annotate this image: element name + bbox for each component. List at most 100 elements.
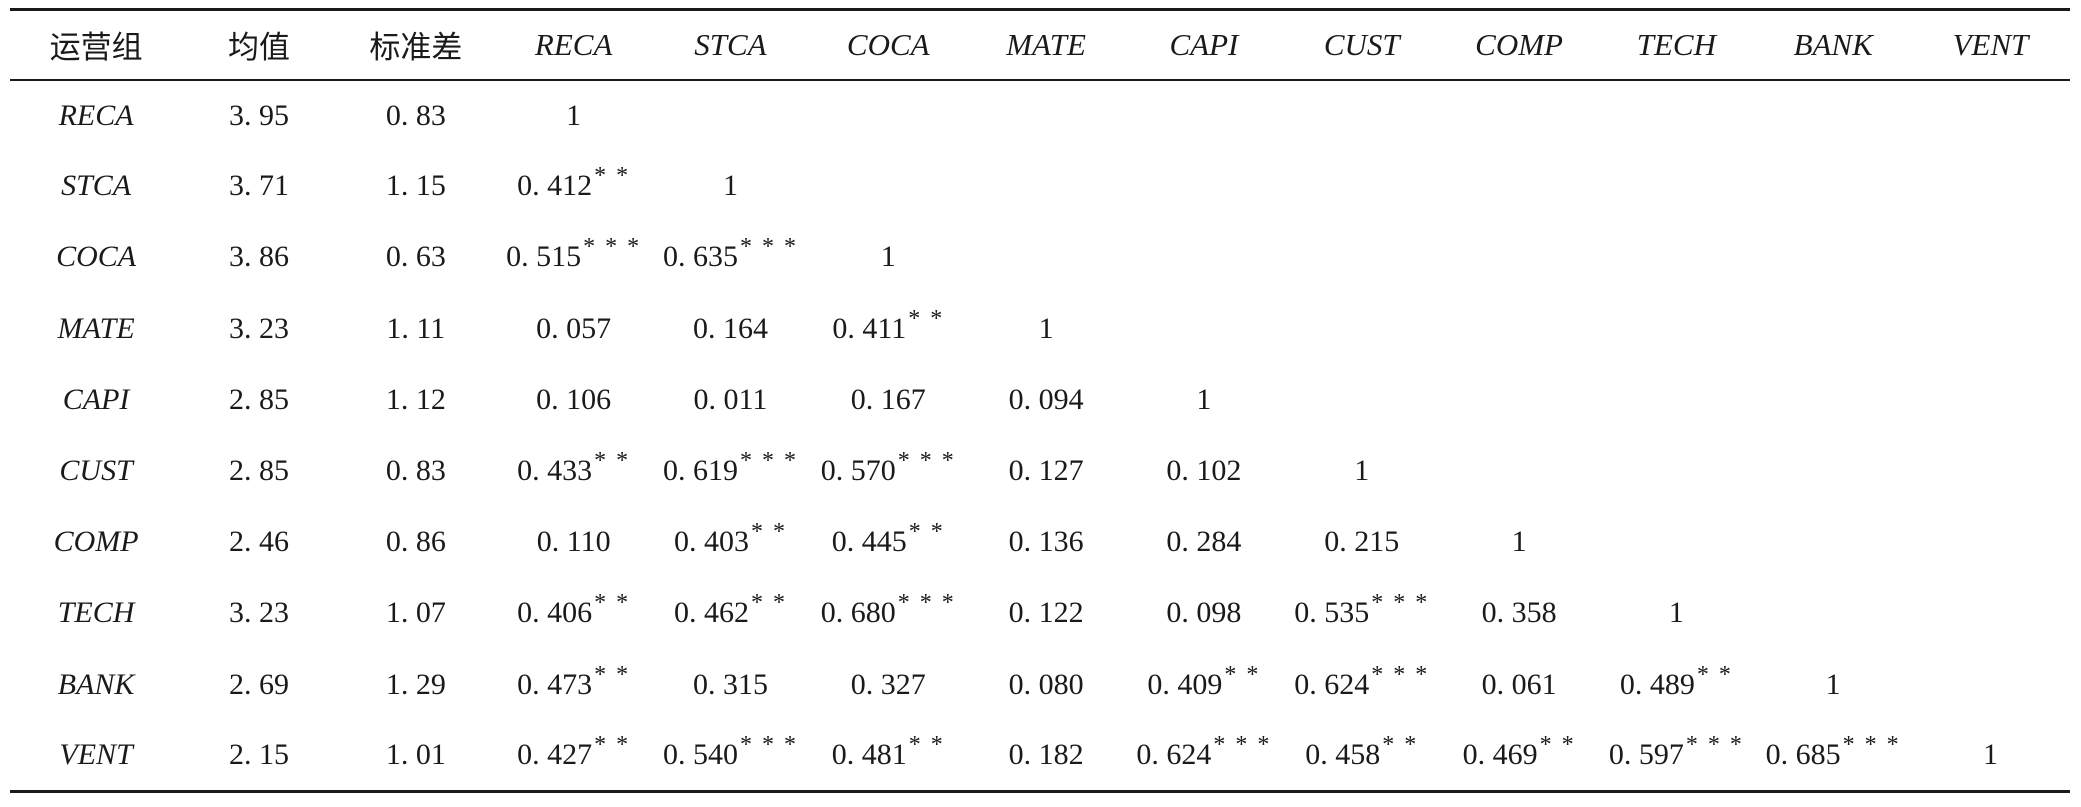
correlation-value: 0. 540: [662, 738, 738, 772]
correlation-value: 0. 535: [1294, 596, 1370, 630]
correlation-cell: [1441, 364, 1598, 435]
sd-cell: 1. 01: [335, 720, 496, 793]
significance-stars: * *: [1696, 661, 1733, 688]
correlation-value: 0. 057: [536, 311, 612, 345]
correlation-value: 1: [1038, 311, 1054, 345]
correlation-value: 1: [1983, 738, 1999, 772]
correlation-cell: 0. 061: [1441, 649, 1598, 720]
correlation-cell: 0. 164: [652, 293, 810, 364]
row-label-cell: STCA: [61, 169, 132, 203]
correlation-cell: 1: [1125, 364, 1283, 435]
mean-cell: 2. 85: [229, 454, 290, 488]
correlation-value: 1: [880, 240, 896, 274]
correlation-cell: [1755, 222, 1911, 293]
row-label-cell: CUST: [59, 454, 133, 488]
header-cell-reca: RECA: [495, 8, 652, 81]
correlation-cell: 1: [809, 222, 967, 293]
header-cell-comp: COMP: [1440, 8, 1598, 81]
correlation-cell: [1911, 80, 2070, 151]
correlation-cell: 1: [1911, 720, 2070, 793]
significance-stars: * *: [908, 519, 945, 546]
sd-cell: 1. 07: [385, 596, 446, 630]
correlation-cell: [967, 80, 1125, 151]
row-label-cell: RECA: [58, 98, 134, 132]
correlation-cell: [1441, 151, 1598, 222]
significance-stars: * * *: [583, 234, 642, 261]
header-cell-vent: VENT: [1911, 8, 2070, 81]
table-row: MATE 3. 23 1. 11 0. 057 0. 164 0. 411* * 1: [10, 293, 2070, 364]
correlation-value: 0. 061: [1481, 667, 1557, 701]
mean-cell: 3. 23: [229, 311, 290, 345]
mean-cell: 2. 85: [229, 382, 290, 416]
significance-stars: * * *: [897, 590, 956, 617]
correlation-cell: [1911, 649, 2070, 720]
significance-stars: * *: [1224, 661, 1261, 688]
correlation-cell: [1283, 364, 1441, 435]
sd-cell: 1. 15: [385, 169, 446, 203]
correlation-cell: [1597, 80, 1755, 151]
correlation-cell: 0. 167: [809, 364, 967, 435]
correlation-cell: [1755, 364, 1911, 435]
correlation-cell: 0. 489* *: [1597, 649, 1755, 720]
significance-stars: * * *: [1685, 732, 1744, 759]
correlation-value: 0. 358: [1481, 596, 1557, 630]
correlation-table: 运营组 均值 标准差 RECA STCA COCA MATE CAPI CUST…: [10, 8, 2070, 793]
correlation-cell: [1283, 293, 1441, 364]
correlation-value: 0. 462: [673, 596, 749, 630]
correlation-cell: [1755, 435, 1911, 506]
correlation-cell: [1441, 293, 1598, 364]
sd-cell: 0. 63: [385, 240, 446, 274]
correlation-cell: 0. 680* * *: [809, 578, 967, 649]
correlation-value: 0. 011: [693, 382, 768, 416]
correlation-cell: 0. 570* * *: [809, 435, 967, 506]
row-label-cell: MATE: [57, 311, 135, 345]
mean-cell: 2. 15: [182, 720, 336, 793]
correlation-cell: [809, 80, 967, 151]
significance-stars: * * *: [739, 732, 798, 759]
correlation-cell: [1911, 507, 2070, 578]
correlation-cell: [1125, 80, 1283, 151]
correlation-value: 0. 106: [536, 382, 612, 416]
correlation-cell: 0. 462* *: [652, 578, 810, 649]
header-cell-mean: 均值: [182, 8, 336, 81]
correlation-cell: [1755, 293, 1911, 364]
correlation-cell: [1441, 222, 1598, 293]
correlation-cell: [1911, 435, 2070, 506]
row-label-cell: VENT: [10, 720, 183, 793]
correlation-value: 0. 411: [832, 311, 907, 345]
correlation-cell: 1: [1283, 435, 1441, 506]
header-cell-group: 运营组: [10, 8, 183, 81]
correlation-cell: 0. 284: [1125, 507, 1283, 578]
significance-stars: * *: [594, 661, 631, 688]
correlation-cell: 0. 406* *: [496, 578, 652, 649]
mean-cell: 2. 46: [229, 525, 290, 559]
correlation-value: 0. 469: [1462, 738, 1538, 772]
correlation-cell: [1125, 293, 1283, 364]
correlation-value: 0. 624: [1294, 667, 1370, 701]
correlation-cell: [1283, 80, 1441, 151]
correlation-value: 0. 685: [1765, 738, 1841, 772]
correlation-cell: [1125, 151, 1283, 222]
correlation-cell: [1911, 151, 2070, 222]
header-cell-tech: TECH: [1597, 8, 1756, 81]
correlation-cell: [1911, 222, 2070, 293]
correlation-cell: 0. 358: [1441, 578, 1598, 649]
row-label-cell: COMP: [53, 525, 139, 559]
significance-stars: * *: [594, 590, 631, 617]
correlation-cell: [1597, 435, 1755, 506]
correlation-value: 0. 433: [517, 454, 593, 488]
correlation-cell: 0. 215: [1283, 507, 1441, 578]
table-row: VENT 2. 15 1. 01 0. 427* * 0. 540* * * 0. 481…: [10, 720, 2070, 793]
correlation-value: 1: [566, 98, 582, 132]
correlation-value: 0. 445: [831, 525, 907, 559]
significance-stars: * *: [908, 732, 945, 759]
table-body: RECA 3. 95 0. 83 1 STCA 3. 71 1. 15 0. 412* * 1 C…: [10, 80, 2070, 793]
significance-stars: * *: [594, 732, 631, 759]
correlation-value: 0. 680: [820, 596, 896, 630]
correlation-value: 0. 098: [1166, 596, 1242, 630]
table-row: CAPI 2. 85 1. 12 0. 106 0. 011 0. 167 0. 094 1: [10, 364, 2070, 435]
correlation-cell: 0. 011: [652, 364, 810, 435]
correlation-cell: [1597, 293, 1755, 364]
significance-stars: * *: [1382, 732, 1419, 759]
header-cell-cust: CUST: [1282, 8, 1441, 81]
